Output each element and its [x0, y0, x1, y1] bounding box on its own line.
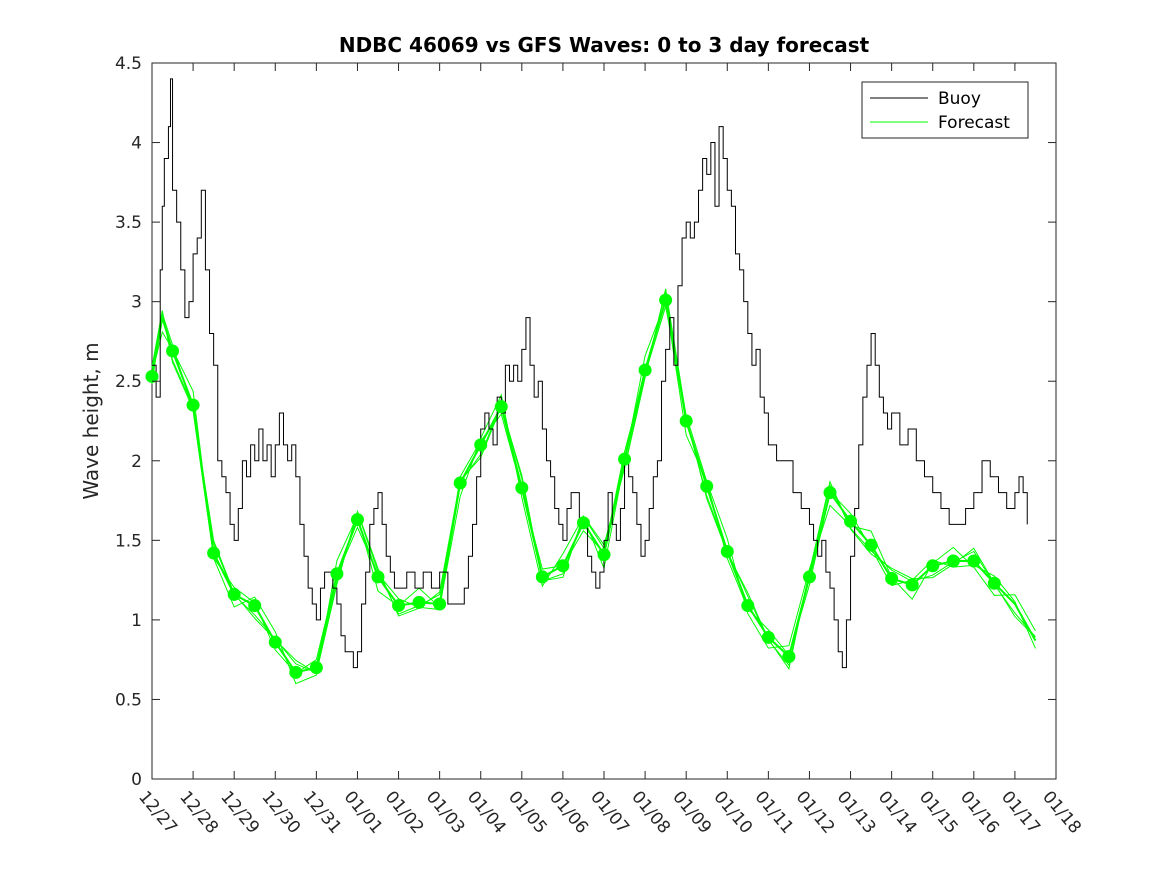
forecast-marker	[453, 476, 467, 490]
y-tick-label: 3.5	[115, 213, 142, 233]
forecast-line	[151, 288, 1036, 674]
forecast-marker	[433, 597, 447, 611]
y-tick-label: 4	[131, 134, 142, 154]
forecast-marker	[248, 599, 262, 613]
forecast-marker	[741, 599, 755, 613]
legend-forecast-label: Forecast	[938, 113, 1010, 133]
forecast-markers	[145, 293, 1001, 679]
y-axis-label: Wave height, m	[79, 342, 103, 499]
forecast-marker	[207, 546, 221, 560]
forecast-marker	[494, 400, 508, 414]
forecast-marker	[166, 344, 180, 358]
forecast-marker	[515, 481, 529, 495]
forecast-marker	[946, 554, 960, 568]
forecast-marker	[576, 516, 590, 530]
legend-box	[861, 81, 1029, 139]
forecast-marker	[761, 630, 775, 644]
forecast-marker	[864, 538, 878, 552]
y-axis: 0 0.5 1 1.5 2 2.5 3 3.5 4 4.5	[115, 54, 1056, 790]
forecast-marker	[782, 649, 796, 663]
forecast-marker	[823, 486, 837, 500]
forecast-line	[151, 306, 1036, 674]
forecast-marker	[597, 548, 611, 562]
y-tick-label: 1.5	[115, 531, 142, 551]
y-tick-label: 2	[131, 452, 142, 472]
forecast-marker	[556, 559, 570, 573]
forecast-marker	[145, 369, 159, 383]
forecast-marker	[392, 599, 406, 613]
forecast-marker	[412, 595, 426, 609]
legend-buoy-label: Buoy	[938, 89, 981, 109]
chart-title: NDBC 46069 vs GFS Waves: 0 to 3 day fore…	[339, 33, 870, 57]
forecast-marker	[371, 570, 385, 584]
forecast-marker	[885, 572, 899, 586]
forecast-marker	[802, 570, 816, 584]
buoy-series	[152, 78, 1028, 669]
forecast-marker	[227, 587, 241, 601]
forecast-marker	[289, 665, 303, 679]
y-tick-label: 1	[131, 611, 142, 631]
y-tick-label: 2.5	[115, 372, 142, 392]
plot-box	[151, 62, 1057, 780]
forecast-marker	[618, 452, 632, 466]
y-tick-label: 0	[131, 770, 142, 790]
forecast-marker	[268, 635, 282, 649]
forecast-marker	[638, 363, 652, 377]
plot-area	[151, 62, 1057, 780]
y-tick-label: 0.5	[115, 690, 142, 710]
forecast-marker	[474, 438, 488, 452]
forecast-marker	[844, 514, 858, 528]
forecast-marker	[535, 570, 549, 584]
forecast-marker	[679, 414, 693, 428]
forecast-marker	[905, 578, 919, 592]
y-tick-label: 4.5	[115, 54, 142, 74]
forecast-marker	[330, 567, 344, 581]
forecast-marker	[700, 479, 714, 493]
buoy-line	[152, 78, 1028, 669]
forecast-marker	[987, 576, 1001, 590]
forecast-marker	[926, 559, 940, 573]
forecast-marker	[659, 293, 673, 307]
forecast-marker	[350, 513, 364, 527]
legend: Buoy Forecast	[861, 81, 1029, 139]
forecast-marker	[186, 398, 200, 412]
forecast-marker	[309, 661, 323, 675]
y-tick-label: 3	[131, 293, 142, 313]
forecast-marker	[967, 554, 981, 568]
forecast-marker	[720, 544, 734, 558]
